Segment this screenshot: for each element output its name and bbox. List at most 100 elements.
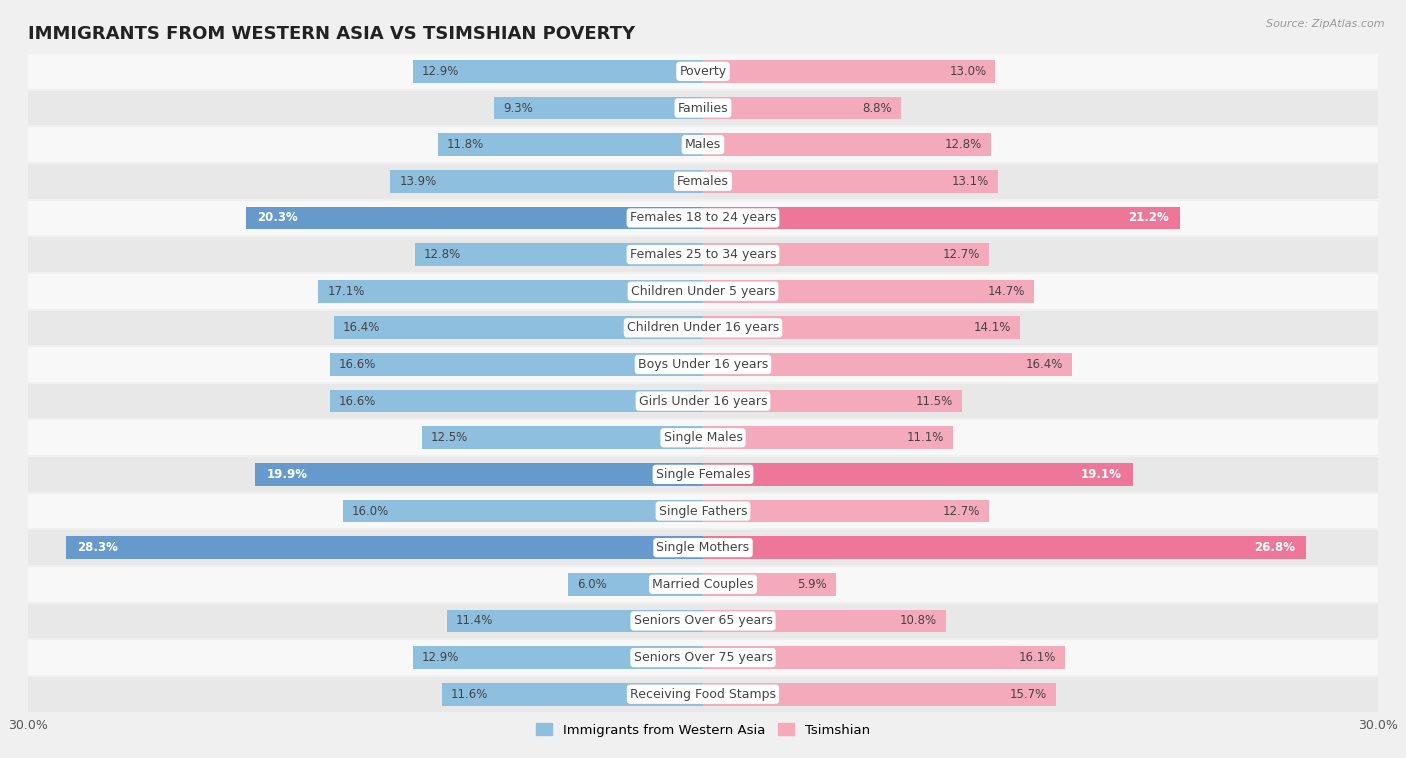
Text: Seniors Over 65 years: Seniors Over 65 years <box>634 615 772 628</box>
Text: Source: ZipAtlas.com: Source: ZipAtlas.com <box>1267 19 1385 29</box>
Bar <box>437 133 703 156</box>
Text: 11.4%: 11.4% <box>456 615 494 628</box>
FancyBboxPatch shape <box>28 89 1378 127</box>
Text: 16.6%: 16.6% <box>339 358 375 371</box>
Text: 19.9%: 19.9% <box>267 468 308 481</box>
Bar <box>329 353 703 376</box>
FancyBboxPatch shape <box>28 309 1378 346</box>
FancyBboxPatch shape <box>28 529 1378 566</box>
Text: 14.7%: 14.7% <box>987 285 1025 298</box>
Bar <box>703 500 988 522</box>
Bar <box>441 683 703 706</box>
FancyBboxPatch shape <box>28 383 1378 419</box>
Text: 13.1%: 13.1% <box>952 175 988 188</box>
FancyBboxPatch shape <box>28 163 1378 199</box>
Bar <box>343 500 703 522</box>
FancyBboxPatch shape <box>28 676 1378 713</box>
Text: 12.9%: 12.9% <box>422 651 460 664</box>
Bar <box>66 537 703 559</box>
FancyBboxPatch shape <box>28 493 1378 529</box>
Bar <box>703 427 953 449</box>
Text: Single Males: Single Males <box>664 431 742 444</box>
FancyBboxPatch shape <box>28 236 1378 273</box>
FancyBboxPatch shape <box>28 346 1378 383</box>
Text: 11.1%: 11.1% <box>907 431 943 444</box>
Bar <box>447 609 703 632</box>
Text: 12.9%: 12.9% <box>422 65 460 78</box>
Text: 20.3%: 20.3% <box>257 211 298 224</box>
Text: 12.8%: 12.8% <box>945 138 981 151</box>
FancyBboxPatch shape <box>28 603 1378 639</box>
Bar <box>568 573 703 596</box>
Text: 12.5%: 12.5% <box>430 431 468 444</box>
Bar <box>318 280 703 302</box>
Text: 11.5%: 11.5% <box>915 395 953 408</box>
Bar <box>703 390 962 412</box>
Text: Females 18 to 24 years: Females 18 to 24 years <box>630 211 776 224</box>
Bar <box>703 133 991 156</box>
Text: Boys Under 16 years: Boys Under 16 years <box>638 358 768 371</box>
Text: 17.1%: 17.1% <box>328 285 364 298</box>
Bar <box>256 463 703 486</box>
Text: 10.8%: 10.8% <box>900 615 936 628</box>
Text: 26.8%: 26.8% <box>1254 541 1295 554</box>
Text: 6.0%: 6.0% <box>576 578 607 590</box>
Text: 12.7%: 12.7% <box>942 505 980 518</box>
Text: 16.0%: 16.0% <box>352 505 389 518</box>
Text: 15.7%: 15.7% <box>1010 688 1047 700</box>
Text: Girls Under 16 years: Girls Under 16 years <box>638 395 768 408</box>
Bar <box>703 573 835 596</box>
Bar <box>703 243 988 266</box>
Text: Females 25 to 34 years: Females 25 to 34 years <box>630 248 776 261</box>
Text: 16.1%: 16.1% <box>1019 651 1056 664</box>
FancyBboxPatch shape <box>28 566 1378 603</box>
Bar <box>494 97 703 119</box>
Legend: Immigrants from Western Asia, Tsimshian: Immigrants from Western Asia, Tsimshian <box>531 719 875 742</box>
FancyBboxPatch shape <box>28 127 1378 163</box>
Text: 16.4%: 16.4% <box>1025 358 1063 371</box>
Text: Single Females: Single Females <box>655 468 751 481</box>
Text: 19.1%: 19.1% <box>1081 468 1122 481</box>
Text: 11.6%: 11.6% <box>451 688 488 700</box>
Text: Poverty: Poverty <box>679 65 727 78</box>
Text: IMMIGRANTS FROM WESTERN ASIA VS TSIMSHIAN POVERTY: IMMIGRANTS FROM WESTERN ASIA VS TSIMSHIA… <box>28 25 636 43</box>
Bar <box>413 60 703 83</box>
FancyBboxPatch shape <box>28 199 1378 236</box>
Text: 16.4%: 16.4% <box>343 321 381 334</box>
FancyBboxPatch shape <box>28 456 1378 493</box>
Text: 13.9%: 13.9% <box>399 175 436 188</box>
Text: Families: Families <box>678 102 728 114</box>
Text: 28.3%: 28.3% <box>77 541 118 554</box>
FancyBboxPatch shape <box>28 639 1378 676</box>
Text: Married Couples: Married Couples <box>652 578 754 590</box>
Text: 12.7%: 12.7% <box>942 248 980 261</box>
Text: Single Mothers: Single Mothers <box>657 541 749 554</box>
Bar <box>703 647 1066 669</box>
Bar <box>335 317 703 339</box>
Text: 13.0%: 13.0% <box>949 65 987 78</box>
Bar <box>413 647 703 669</box>
Bar <box>703 537 1306 559</box>
Text: 11.8%: 11.8% <box>447 138 484 151</box>
Bar <box>703 353 1071 376</box>
Text: Children Under 5 years: Children Under 5 years <box>631 285 775 298</box>
FancyBboxPatch shape <box>28 273 1378 309</box>
Text: 16.6%: 16.6% <box>339 395 375 408</box>
Text: 12.8%: 12.8% <box>425 248 461 261</box>
Bar <box>415 243 703 266</box>
Bar <box>703 207 1180 229</box>
Bar <box>246 207 703 229</box>
Text: 9.3%: 9.3% <box>503 102 533 114</box>
Bar <box>703 60 995 83</box>
FancyBboxPatch shape <box>28 53 1378 89</box>
Bar <box>703 317 1021 339</box>
Bar <box>329 390 703 412</box>
Text: Males: Males <box>685 138 721 151</box>
Text: 21.2%: 21.2% <box>1128 211 1168 224</box>
FancyBboxPatch shape <box>28 419 1378 456</box>
Text: Females: Females <box>678 175 728 188</box>
Bar <box>703 463 1133 486</box>
Text: 5.9%: 5.9% <box>797 578 827 590</box>
Bar <box>422 427 703 449</box>
Bar <box>703 683 1056 706</box>
